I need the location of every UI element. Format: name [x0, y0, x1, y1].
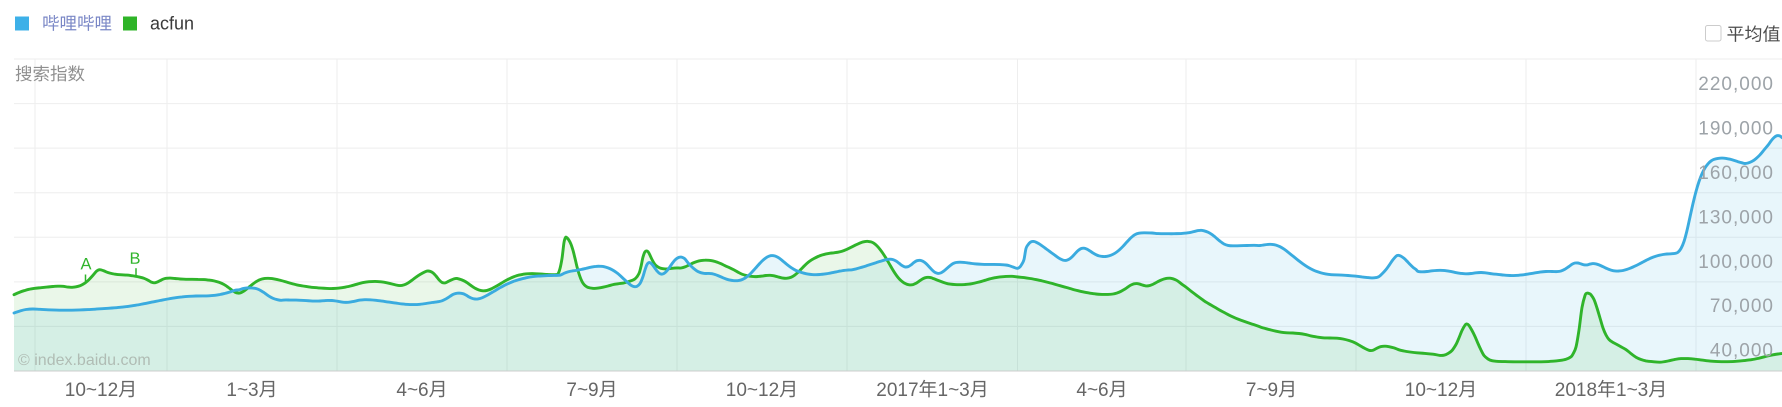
svg-text:4~6: 4~6	[396, 380, 428, 401]
svg-text:1~3: 1~3	[226, 380, 258, 401]
svg-text:10~12: 10~12	[1405, 380, 1458, 401]
svg-text:160,000: 160,000	[1698, 163, 1774, 184]
svg-text:4~6: 4~6	[1076, 380, 1108, 401]
svg-text:130,000: 130,000	[1698, 207, 1774, 228]
svg-text:acfun: acfun	[150, 14, 194, 34]
svg-text:10~12: 10~12	[65, 380, 118, 401]
svg-text:2018: 2018	[1555, 380, 1597, 401]
svg-text:© index.baidu.com: © index.baidu.com	[18, 352, 151, 369]
svg-text:1~3: 1~3	[1616, 380, 1648, 401]
svg-text:2017: 2017	[876, 380, 918, 401]
svg-text:40,000: 40,000	[1710, 341, 1774, 362]
svg-text:220,000: 220,000	[1698, 74, 1774, 95]
svg-text:100,000: 100,000	[1698, 252, 1774, 273]
svg-text:7~9: 7~9	[1246, 380, 1278, 401]
svg-text:10~12: 10~12	[726, 380, 779, 401]
svg-text:70,000: 70,000	[1710, 296, 1774, 317]
svg-text:1~3: 1~3	[938, 380, 970, 401]
svg-text:190,000: 190,000	[1698, 119, 1774, 140]
svg-text:7~9: 7~9	[566, 380, 598, 401]
